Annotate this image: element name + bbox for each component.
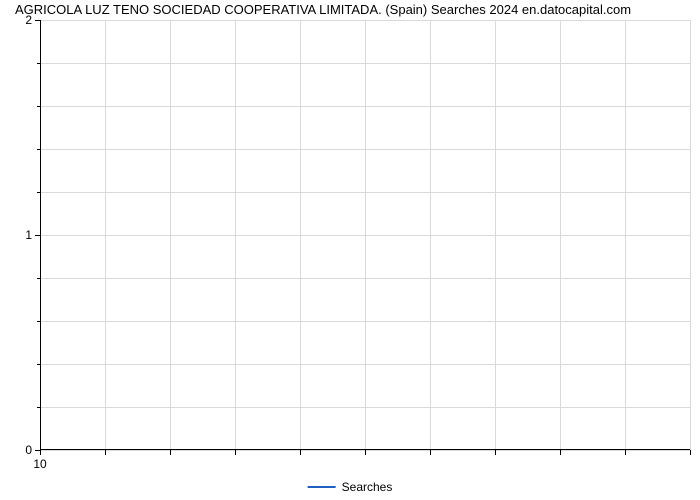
xtick: [690, 450, 691, 455]
gridline-v: [235, 20, 236, 450]
xtick-label: 10: [33, 457, 46, 471]
legend-series-swatch: [308, 486, 336, 488]
xtick: [365, 450, 366, 455]
xtick: [105, 450, 106, 455]
ytick-label: 1: [25, 228, 32, 242]
gridline-v: [170, 20, 171, 450]
xtick: [40, 450, 41, 455]
plot-area: [40, 20, 690, 450]
gridline-v: [365, 20, 366, 450]
spine-bottom: [40, 449, 690, 450]
legend: Searches: [308, 480, 393, 494]
chart-title: AGRICOLA LUZ TENO SOCIEDAD COOPERATIVA L…: [15, 2, 631, 17]
ytick-label: 0: [25, 443, 32, 457]
xtick: [625, 450, 626, 455]
chart-container: { "chart": { "type": "line", "title": "A…: [0, 0, 700, 500]
gridline-v: [105, 20, 106, 450]
gridline-v: [495, 20, 496, 450]
xtick: [495, 450, 496, 455]
gridline-v: [300, 20, 301, 450]
gridline-v: [690, 20, 691, 450]
ytick-label: 2: [25, 13, 32, 27]
xtick: [430, 450, 431, 455]
gridline-v: [430, 20, 431, 450]
gridline-v: [560, 20, 561, 450]
xtick: [560, 450, 561, 455]
gridline-v: [625, 20, 626, 450]
xtick: [300, 450, 301, 455]
legend-series-label: Searches: [342, 480, 393, 494]
xtick: [170, 450, 171, 455]
xtick: [235, 450, 236, 455]
spine-left: [40, 20, 41, 450]
